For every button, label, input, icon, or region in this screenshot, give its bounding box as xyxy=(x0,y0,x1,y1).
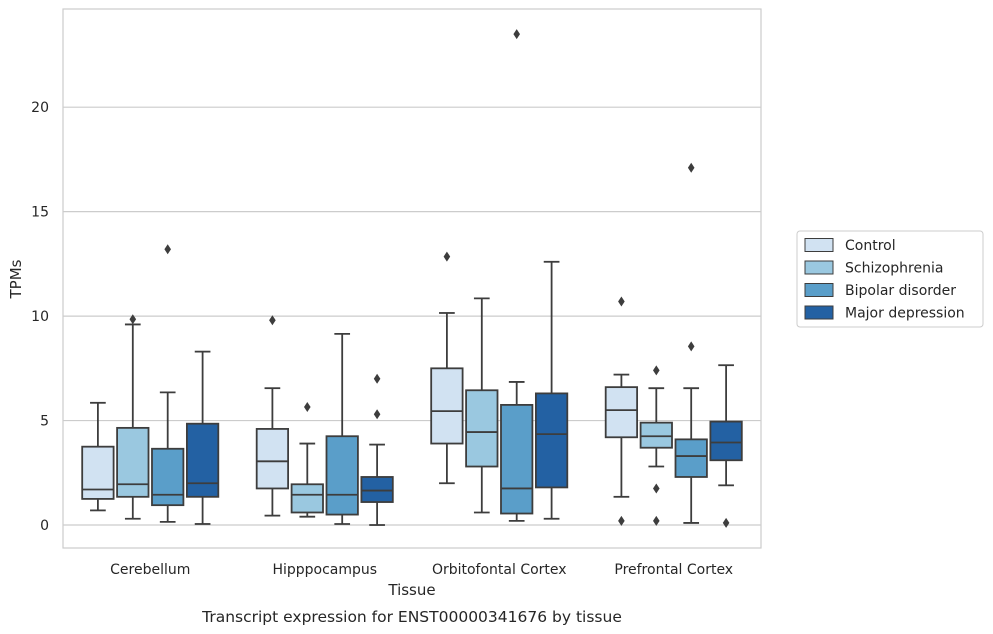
box-0-2 xyxy=(151,244,185,523)
box-iqr xyxy=(325,435,359,516)
y-tick-label: 5 xyxy=(40,414,49,430)
box-iqr xyxy=(81,445,115,500)
box-0-3 xyxy=(185,350,220,525)
y-axis-label: TPMs xyxy=(7,259,25,299)
outlier-point xyxy=(618,296,625,307)
outlier-point xyxy=(687,162,695,173)
box-iqr xyxy=(255,428,290,490)
x-tick-label: Hipppocampus xyxy=(272,562,377,578)
legend-label: Bipolar disorder xyxy=(845,283,956,299)
outlier-point xyxy=(269,315,276,326)
box-iqr xyxy=(534,392,569,489)
x-tick-labels: Cerebellum Hipppocampus Orbitofontal Corte… xyxy=(110,562,733,578)
grid-lines xyxy=(63,106,761,526)
box-2-2 xyxy=(500,29,534,522)
box-iqr xyxy=(674,438,708,478)
y-tick-label: 0 xyxy=(40,518,49,534)
legend-frame xyxy=(796,230,984,328)
box-iqr xyxy=(151,447,185,507)
outlier-point xyxy=(164,244,171,255)
x-axis-label: Tissue xyxy=(387,581,435,599)
outlier-point xyxy=(722,517,730,528)
y-tick-label: 15 xyxy=(31,205,49,221)
box-2-0 xyxy=(430,251,464,485)
box-1-1 xyxy=(290,401,324,518)
legend-swatch xyxy=(804,238,834,252)
box-1-2 xyxy=(325,332,359,525)
chart-caption: Transcript expression for ENST0000034167… xyxy=(201,608,622,626)
outlier-point xyxy=(443,251,451,262)
outlier-point xyxy=(129,314,137,325)
outlier-point xyxy=(618,515,625,526)
box-0-0 xyxy=(81,401,115,512)
outlier-point xyxy=(653,483,660,494)
box-iqr xyxy=(290,483,324,514)
box-3-2 xyxy=(674,162,708,524)
legend-label: Control xyxy=(845,238,896,254)
plot-frame xyxy=(62,8,762,549)
legend-label: Schizophrenia xyxy=(845,261,943,277)
box-1-3 xyxy=(360,373,394,526)
box-3-3 xyxy=(709,364,743,528)
legend-swatch xyxy=(804,305,834,320)
x-tick-label: Orbitofontal Cortex xyxy=(432,562,567,578)
box-iqr xyxy=(500,403,534,515)
box-3-1 xyxy=(639,365,673,526)
box-1-0 xyxy=(255,315,290,517)
y-tick-label: 20 xyxy=(31,100,49,116)
y-tick-labels: 0 5 10 15 20 xyxy=(31,100,49,534)
outlier-point xyxy=(687,341,695,352)
legend-swatch xyxy=(804,260,834,275)
box-2-1 xyxy=(465,297,499,514)
box-2-3 xyxy=(534,260,569,520)
legend-swatch xyxy=(804,283,834,297)
box-0-1 xyxy=(116,314,150,520)
y-tick-label: 10 xyxy=(31,309,49,325)
x-tick-label: Cerebellum xyxy=(110,562,190,578)
box-iqr xyxy=(185,422,220,498)
box-iqr xyxy=(360,476,394,503)
box-3-0 xyxy=(604,296,639,526)
box-iqr xyxy=(639,421,673,449)
box-iqr xyxy=(709,420,743,462)
box-iqr xyxy=(604,386,639,439)
outlier-point xyxy=(653,515,660,526)
outlier-point xyxy=(373,373,381,384)
box-iqr xyxy=(430,367,464,445)
box-groups xyxy=(81,29,743,528)
box-iqr xyxy=(465,389,499,468)
legend: Control Schizophrenia Bipolar disorder Majo… xyxy=(796,230,984,328)
outlier-point xyxy=(304,401,311,412)
legend-label: Major depression xyxy=(845,306,965,322)
outlier-point xyxy=(513,29,520,40)
x-tick-label: Prefrontal Cortex xyxy=(614,562,733,578)
box-iqr xyxy=(116,426,150,498)
outlier-point xyxy=(373,409,381,420)
outlier-point xyxy=(653,365,660,376)
